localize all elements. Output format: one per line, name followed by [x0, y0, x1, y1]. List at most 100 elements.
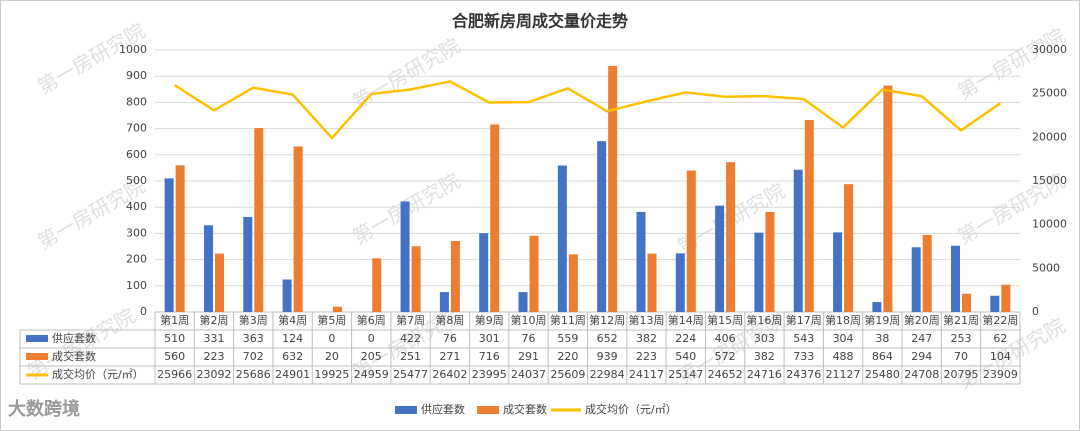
table-value: 25966: [157, 368, 192, 381]
bar: [636, 211, 646, 312]
x-tick-label: 第6周: [357, 313, 386, 327]
y2-tick-label: 10000: [1032, 218, 1067, 231]
table-value: 24716: [747, 368, 782, 381]
bar: [411, 246, 421, 312]
legend-swatch: [477, 406, 499, 414]
y-tick-label: 700: [126, 122, 147, 135]
bar: [951, 245, 961, 312]
bar: [647, 253, 657, 312]
table-value: 220: [557, 350, 578, 363]
bar: [833, 232, 843, 312]
table-value: 24652: [708, 368, 743, 381]
table-value: 104: [990, 350, 1011, 363]
table-value: 25609: [550, 368, 585, 381]
bar: [479, 233, 489, 312]
x-tick-label: 第22周: [982, 313, 1018, 327]
table-value: 223: [636, 350, 657, 363]
x-tick-label: 第19周: [864, 313, 900, 327]
bar: [529, 235, 539, 312]
bar: [726, 162, 736, 312]
y2-tick-label: 15000: [1032, 174, 1067, 187]
table-value: 406: [715, 332, 736, 345]
bar: [282, 279, 292, 312]
table-value: 294: [911, 350, 932, 363]
table-value: 652: [597, 332, 618, 345]
table-value: 25477: [393, 368, 428, 381]
table-value: 20: [325, 350, 339, 363]
y2-tick-label: 5000: [1032, 261, 1060, 274]
x-tick-label: 第9周: [475, 313, 504, 327]
table-value: 560: [164, 350, 185, 363]
x-tick-label: 第17周: [786, 313, 822, 327]
y-tick-label: 500: [126, 174, 147, 187]
x-tick-label: 第4周: [278, 313, 307, 327]
table-value: 124: [282, 332, 303, 345]
y-tick-label: 600: [126, 148, 147, 161]
table-value: 543: [793, 332, 814, 345]
table-value: 23995: [472, 368, 507, 381]
table-value: 939: [597, 350, 618, 363]
legend-label: 供应套数: [421, 402, 465, 416]
bar: [490, 124, 500, 313]
y-tick-label: 400: [126, 200, 147, 213]
table-value: 510: [164, 332, 185, 345]
table-value: 62: [993, 332, 1007, 345]
x-tick-label: 第10周: [511, 313, 547, 327]
table-value: 247: [911, 332, 932, 345]
table-value: 382: [636, 332, 657, 345]
table-value: 24117: [629, 368, 664, 381]
y-tick-label: 0: [140, 305, 147, 318]
table-value: 422: [400, 332, 421, 345]
bar: [675, 253, 685, 312]
bar: [715, 205, 725, 312]
bar: [872, 302, 882, 312]
bar: [844, 184, 854, 312]
x-tick-label: 第15周: [707, 313, 743, 327]
x-tick-label: 第16周: [746, 313, 782, 327]
table-value: 303: [754, 332, 775, 345]
table-value: 251: [400, 350, 421, 363]
bar: [254, 128, 264, 312]
bar: [450, 240, 460, 312]
bar: [804, 119, 814, 312]
table-value: 331: [203, 332, 224, 345]
legend-label: 成交套数: [503, 402, 547, 416]
table-value: 24376: [786, 368, 821, 381]
bar: [793, 169, 803, 312]
table-value: 205: [361, 350, 382, 363]
bar: [164, 178, 174, 312]
x-tick-label: 第21周: [943, 313, 979, 327]
x-tick-label: 第14周: [668, 313, 704, 327]
bar: [1001, 284, 1011, 312]
table-value: 76: [522, 332, 536, 345]
logo: 大数跨境: [8, 398, 80, 420]
y2-tick-label: 0: [1032, 305, 1039, 318]
bar: [922, 234, 932, 312]
y-tick-label: 100: [126, 279, 147, 292]
x-tick-label: 第5周: [317, 313, 346, 327]
y-tick-label: 300: [126, 226, 147, 239]
bar: [568, 254, 578, 312]
bar: [400, 201, 410, 312]
y2-tick-label: 25000: [1032, 87, 1067, 100]
y2-tick-label: 20000: [1032, 130, 1067, 143]
legend-label: 成交均价（元/㎡）: [585, 402, 677, 416]
bar: [332, 306, 342, 312]
table-value: 25147: [668, 368, 703, 381]
table-value: 572: [715, 350, 736, 363]
table-value: 271: [439, 350, 460, 363]
legend-label: 成交均价（元/㎡）: [52, 367, 144, 381]
bar: [203, 225, 213, 312]
table-value: 304: [833, 332, 854, 345]
x-tick-label: 第3周: [239, 313, 268, 327]
x-tick-label: 第20周: [904, 313, 940, 327]
table-value: 224: [675, 332, 696, 345]
bar: [962, 293, 972, 312]
bar: [990, 295, 1000, 312]
y-tick-label: 800: [126, 95, 147, 108]
bar: [608, 65, 618, 313]
bar: [883, 85, 893, 312]
y-tick-label: 900: [126, 69, 147, 82]
table-value: 540: [675, 350, 696, 363]
